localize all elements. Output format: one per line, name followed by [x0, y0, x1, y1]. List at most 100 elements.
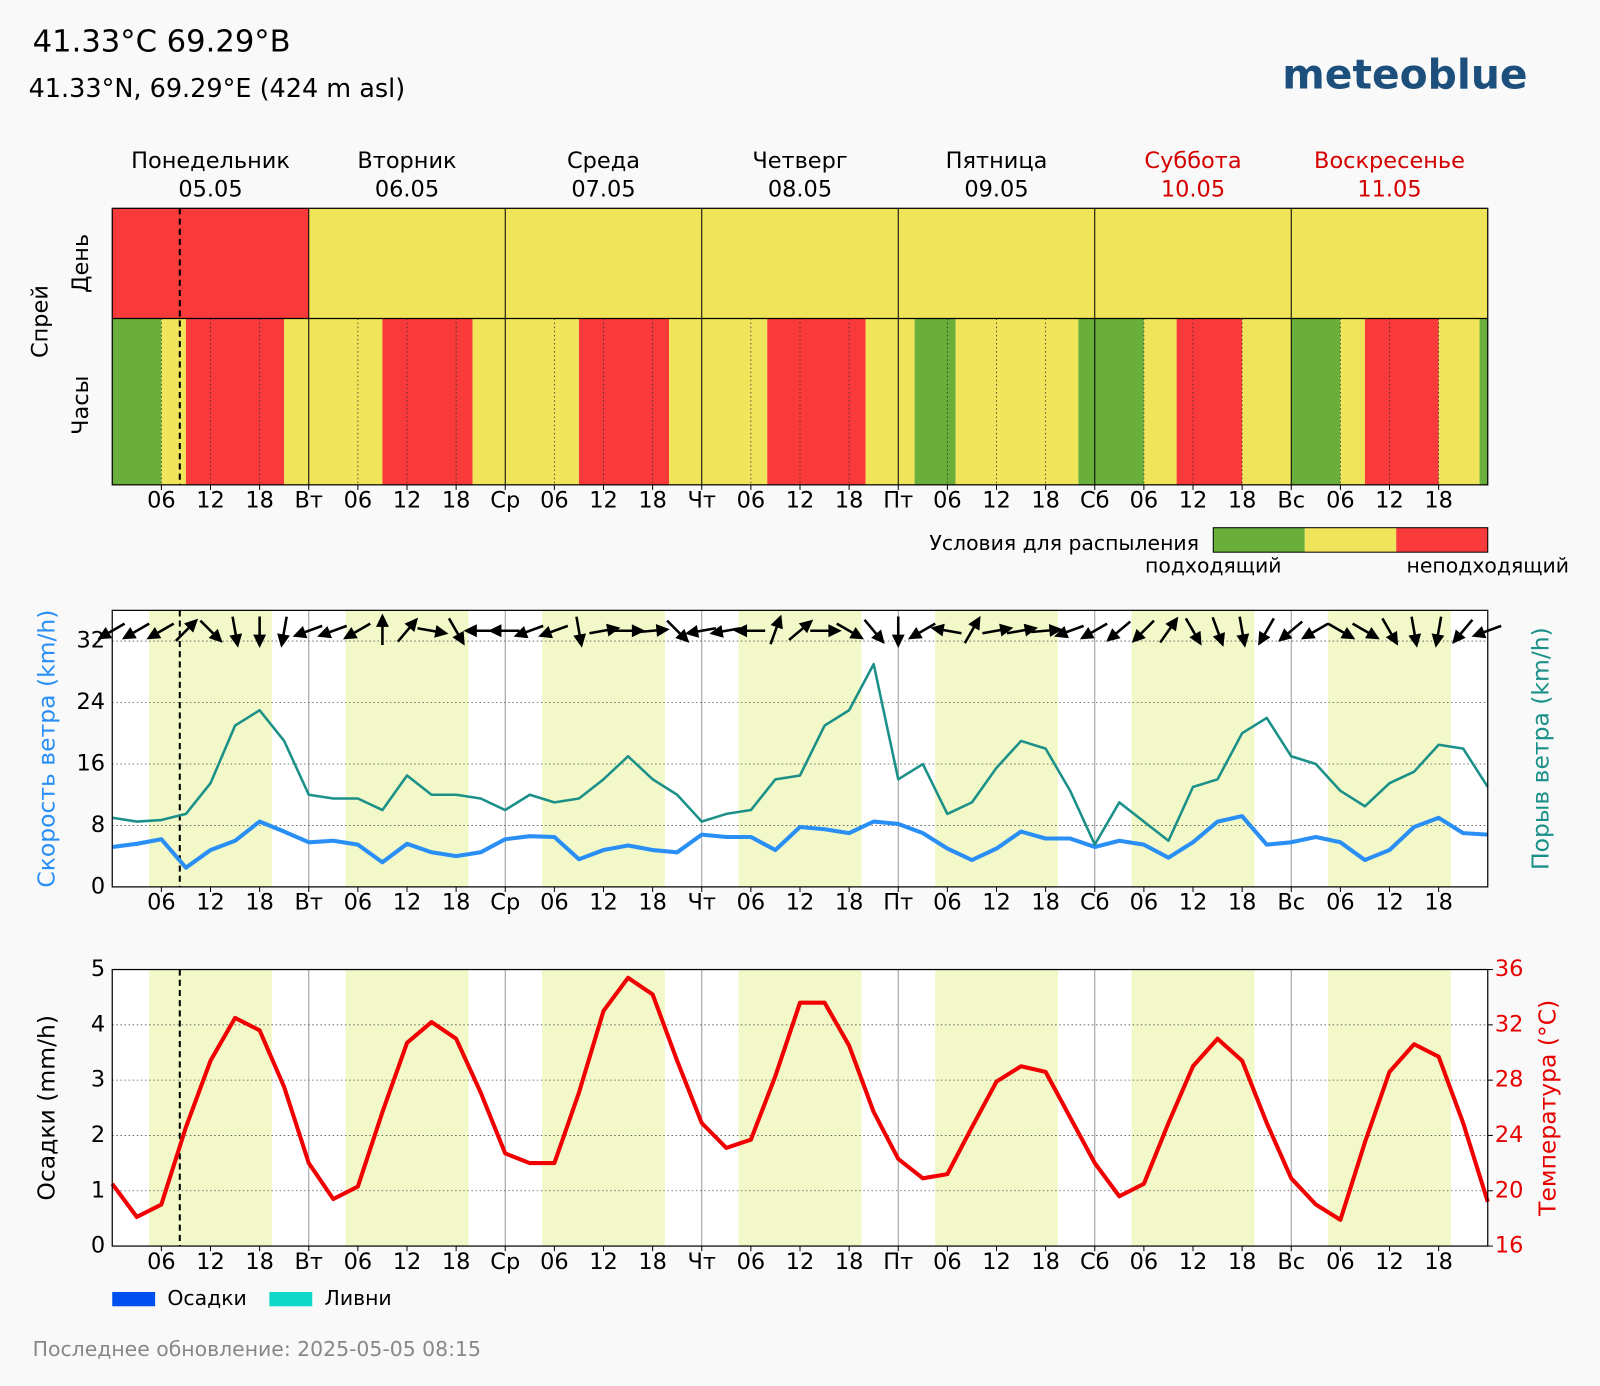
hour-rating [382, 318, 473, 485]
hour-rating [955, 318, 1079, 485]
x-tick-label: 18 [835, 488, 864, 514]
panel-label: Спрей [27, 285, 53, 358]
y-tick-label: 24 [77, 689, 106, 715]
x-tick-label: 18 [1031, 1249, 1060, 1275]
wind-arrow [488, 624, 520, 638]
wind-arrow [1408, 616, 1422, 648]
daylight [542, 610, 665, 887]
x-tick-label: 12 [982, 890, 1011, 916]
y2-tick-label: 20 [1495, 1177, 1524, 1203]
wind-arrow [684, 625, 717, 638]
x-tick-label: 06 [933, 1249, 962, 1275]
x-tick-label: 06 [540, 890, 569, 916]
hour-rating [472, 318, 579, 485]
x-tick-label: 12 [786, 488, 815, 514]
wind-arrow [1031, 623, 1063, 637]
x-tick-label: 12 [1375, 890, 1404, 916]
wind-arrow [891, 616, 905, 648]
x-tick-label: 12 [589, 1249, 618, 1275]
x-tick-label: 12 [393, 890, 422, 916]
x-tick-label: 06 [737, 890, 766, 916]
wind-arrow [253, 616, 267, 648]
day-name: Суббота [1144, 148, 1241, 174]
frame [111, 207, 1489, 486]
wind-arrow [589, 623, 621, 637]
wind-arrow [733, 624, 766, 638]
hour-rating [1364, 318, 1439, 485]
daylight [345, 610, 469, 887]
x-tick-label: 12 [196, 890, 225, 916]
x-tick-label: 18 [638, 488, 667, 514]
x-tick-label: 06 [1326, 488, 1355, 514]
wind-arrow [538, 624, 569, 639]
x-tick-label: 18 [442, 890, 471, 916]
legend-label: Осадки [167, 1286, 246, 1310]
x-tick-label: 06 [737, 1249, 766, 1275]
series-line [110, 975, 1490, 1222]
wind-arrow [1431, 616, 1445, 648]
wind-arrow [229, 616, 243, 648]
hour-rating [1438, 318, 1480, 485]
y-tick-label: 4 [91, 1011, 105, 1037]
wind-arrow [146, 622, 175, 640]
daylight [738, 610, 862, 887]
hour-rating [1479, 318, 1488, 485]
hour-rating [185, 318, 285, 485]
x-tick-label: 06 [1326, 890, 1355, 916]
day-date: 11.05 [1357, 176, 1421, 202]
x-tick-label: 06 [1326, 1249, 1355, 1275]
wind-arrow [317, 624, 348, 639]
day-date: 10.05 [1161, 176, 1225, 202]
hour-rating [914, 318, 956, 485]
x-tick-label: 12 [786, 890, 815, 916]
x-tick-label: Вт [295, 1249, 323, 1275]
wind-arrow [1300, 622, 1329, 640]
wind-arrow [982, 623, 1014, 637]
day-rating [505, 208, 702, 319]
day-rating [112, 208, 309, 319]
x-tick-label: 12 [982, 488, 1011, 514]
day-name: Среда [567, 148, 640, 174]
wind-arrow [199, 619, 223, 643]
wind-arrow [769, 614, 783, 645]
x-tick-label: 18 [442, 488, 471, 514]
wind-arrow [121, 622, 150, 640]
hour-rating [865, 318, 915, 485]
x-tick-label: 12 [589, 488, 618, 514]
wind-arrow [1278, 620, 1304, 642]
hour-rating [112, 318, 162, 485]
x-tick-label: 18 [1424, 1249, 1453, 1275]
x-tick-label: 12 [196, 1249, 225, 1275]
y2-tick-label: 32 [1495, 1011, 1524, 1037]
hour-rating [668, 318, 768, 485]
day-date: 07.05 [571, 176, 635, 202]
x-tick-label: Вс [1277, 890, 1305, 916]
day-date: 05.05 [178, 176, 242, 202]
wind-arrow [930, 623, 962, 637]
hour-rating [767, 318, 866, 485]
y-tick-label: 2 [91, 1122, 105, 1148]
wind-arrow [907, 622, 936, 640]
hour-rating [1242, 318, 1292, 485]
wind-arrow [810, 624, 842, 638]
x-tick-label: 06 [1130, 890, 1159, 916]
x-tick-label: Ср [490, 1249, 520, 1275]
x-tick-label: 12 [1179, 890, 1208, 916]
daylight [935, 969, 1058, 1247]
legend-label: Ливни [324, 1286, 391, 1310]
daylight [935, 610, 1058, 887]
x-tick-label: 18 [835, 890, 864, 916]
x-tick-label: 18 [638, 890, 667, 916]
x-tick-label: 06 [1130, 488, 1159, 514]
hour-rating [1176, 318, 1243, 485]
wind-arrow [342, 622, 371, 640]
frame [111, 609, 1489, 888]
day-name: Воскресенье [1314, 148, 1465, 174]
y-axis-label: Осадки (mm/h) [32, 1015, 60, 1201]
legend-title: Условия для распыления [929, 531, 1199, 555]
x-tick-label: 06 [147, 488, 176, 514]
y2-axis-label: Температура (°C) [1533, 1000, 1561, 1217]
wind-arrow [666, 619, 690, 643]
